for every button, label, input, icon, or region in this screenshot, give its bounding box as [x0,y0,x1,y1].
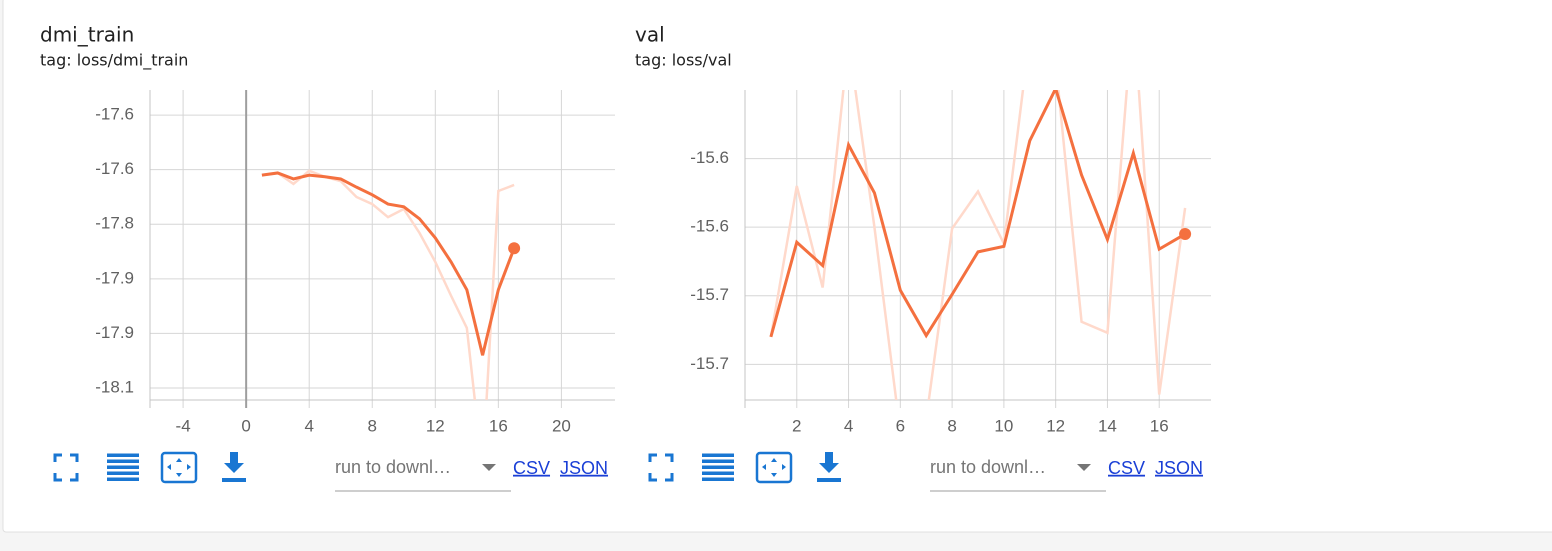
dropdown-arrow [482,464,496,471]
x-tick-label: 8 [368,416,377,435]
icon-bar [107,465,139,469]
fit-domain-button[interactable] [160,451,198,484]
icon-bar [107,453,139,457]
json-link[interactable]: JSON [1155,458,1203,478]
x-tick-label: 2 [792,416,801,435]
y-tick-label: -15.6 [690,217,729,236]
json-link[interactable]: JSON [560,458,608,478]
run-dropdown[interactable]: run to downl… [930,457,1046,477]
fullscreen-button[interactable] [648,453,674,482]
chart-subtitle: tag: loss/dmi_train [40,51,188,71]
x-tick-label: 0 [241,416,250,435]
icon-bar [107,477,139,481]
toolbar: run to downl… CSV JSON [648,451,1203,492]
csv-link[interactable]: CSV [513,458,550,478]
x-tick-label: 16 [489,416,508,435]
toggle-log-button[interactable] [702,453,734,482]
x-tick-label: 14 [1098,416,1117,435]
series-line [261,171,516,356]
x-tick-label: 12 [1046,416,1065,435]
y-tick-label: -17.9 [95,268,134,287]
series-line [769,90,1186,339]
icon-bar [107,459,139,463]
icon-bar [702,471,734,475]
chart-title: val [635,23,665,47]
icon-bar [702,459,734,463]
chart-panel: val tag: loss/val -15.6 -15.6 -15.7 -15.7 2 4 6 8… [635,23,1211,435]
download-button[interactable] [817,452,841,482]
chart-panel: dmi_train tag: loss/dmi_train -17.6 -17.6 -1… [40,23,615,435]
x-tick-label: 12 [426,416,445,435]
last-point [508,242,521,255]
dropdown-arrow [1077,464,1091,471]
y-tick-label: -17.9 [95,323,134,342]
fit-arrows [167,458,191,477]
toggle-log-button[interactable] [107,453,139,482]
icon-bar [702,465,734,469]
x-tick-label: -4 [176,416,191,435]
x-tick-label: 10 [994,416,1013,435]
y-tick-label: -15.7 [690,354,729,373]
fullscreen-button[interactable] [53,453,79,482]
y-tick-label: -15.6 [690,148,729,167]
chart-subtitle: tag: loss/val [635,51,732,70]
x-tick-label: 4 [844,416,853,435]
icon-bar [702,453,734,457]
toolbar: run to downl… CSV JSON [53,451,608,492]
y-tick-label: -17.6 [95,159,134,178]
y-tick-label: -17.6 [95,105,134,124]
fit-domain-button[interactable] [755,451,793,484]
last-point [1179,228,1192,241]
x-tick-label: 8 [947,416,956,435]
chart-title: dmi_train [40,23,134,47]
y-tick-label: -17.8 [95,214,134,233]
download-button[interactable] [222,452,246,482]
icon-bar [107,471,139,475]
run-dropdown[interactable]: run to downl… [335,457,451,477]
fit-arrows [762,458,786,477]
x-tick-label: 20 [552,416,571,435]
x-tick-label: 16 [1150,416,1169,435]
x-tick-label: 6 [896,416,905,435]
csv-link[interactable]: CSV [1108,458,1145,478]
icon-bar [702,477,734,481]
series-line [769,90,1187,400]
y-tick-label: -18.1 [95,377,134,396]
x-tick-label: 4 [304,416,313,435]
y-tick-label: -15.7 [690,285,729,304]
card [2,0,1552,533]
